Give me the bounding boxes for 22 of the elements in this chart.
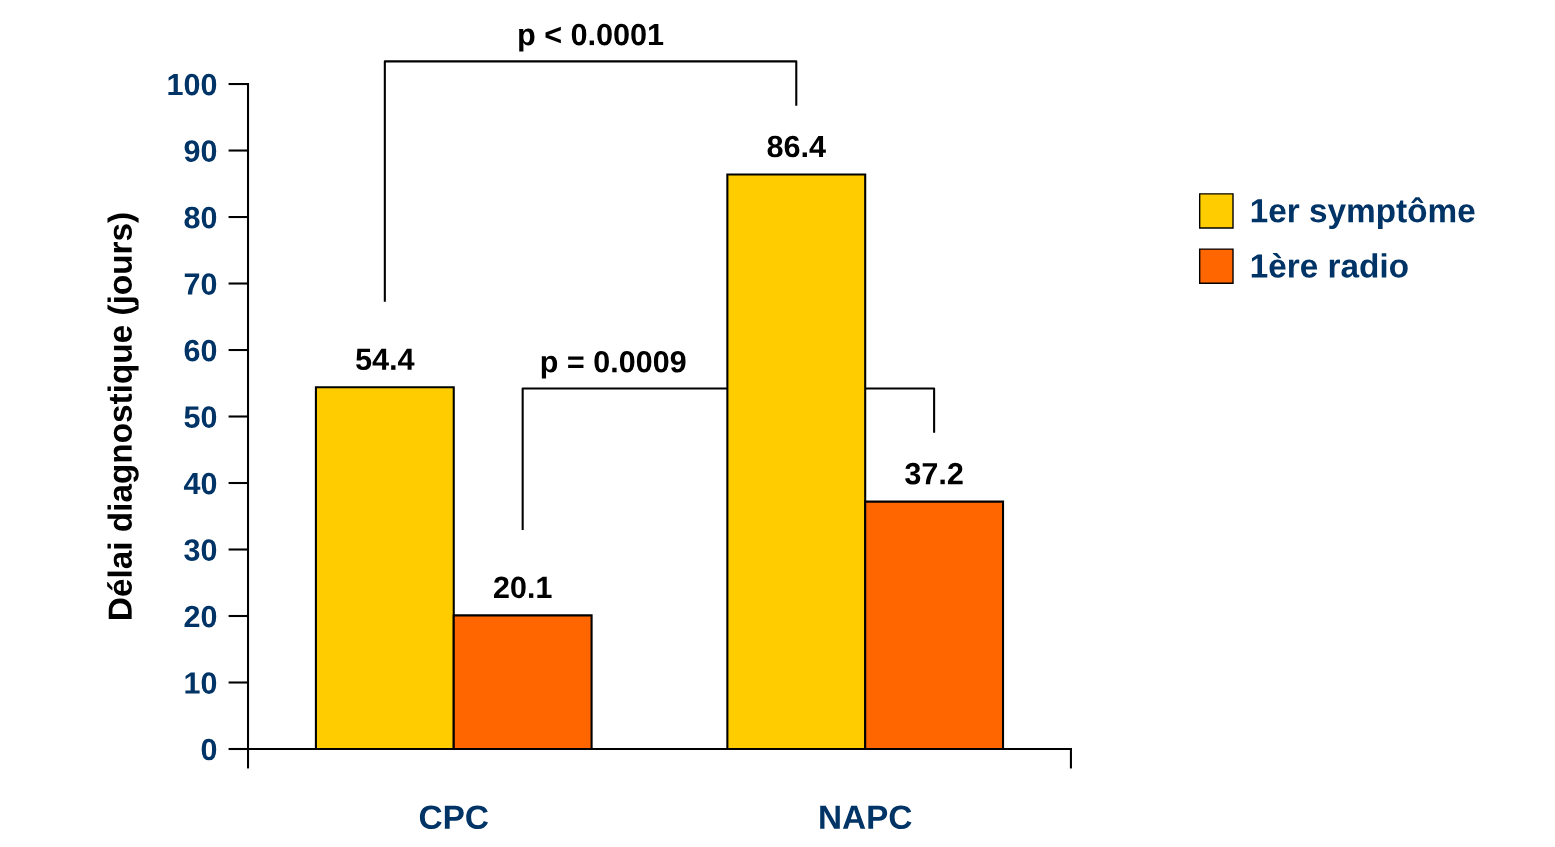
y-tick-label: 0 [201,738,217,761]
legend-label: 1ère radio [1251,252,1408,278]
data-label: 54.4 [356,348,415,371]
text: p < 0.0001 [519,23,664,52]
y-tick-label: 60 [184,339,217,362]
y-tick-label: 20 [184,605,217,628]
legend-label: 1er symptôme [1251,197,1475,230]
y-tick-label: 80 [184,206,217,229]
y-tick-label: 90 [184,140,217,162]
x-tick-label: CPC [419,805,489,830]
y-tick-label: 70 [184,273,217,295]
y-axis-title: Délai diagnostique (jours) [107,213,139,619]
y-tick-label: 30 [184,539,217,561]
data-label: 86.4 [767,135,826,158]
annotation: p = 0.0009 [541,350,686,379]
y-tick-label: 40 [183,472,217,495]
y-tick-label: 50 [184,406,217,428]
data-label: 37.2 [905,462,963,485]
x-tick-label: NAPC [820,805,912,830]
y-tick-label: 100 [168,73,217,96]
y-tick-label: 10 [185,672,217,694]
data-label: 20.1 [494,576,552,599]
